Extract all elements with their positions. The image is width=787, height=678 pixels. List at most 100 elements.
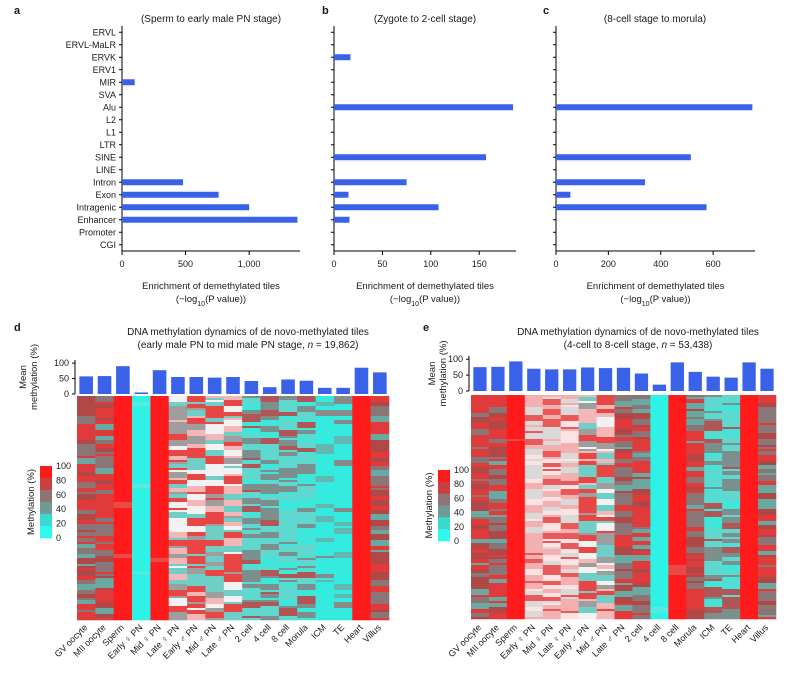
heatmap-cell [315, 442, 335, 445]
heatmap-cell [542, 457, 562, 460]
heatmap-cell [704, 471, 723, 478]
heatmap-cell [297, 486, 316, 493]
heatmap-cell [278, 438, 298, 441]
heatmap-cell [632, 409, 651, 414]
heatmap-cell [132, 556, 151, 559]
heatmap-cell [150, 594, 170, 601]
heatmap-cell [370, 422, 390, 429]
heatmap-cell [352, 538, 371, 545]
mean-bar [354, 367, 369, 394]
mean-bar [670, 362, 684, 391]
heatmap-cell [740, 419, 759, 424]
heatmap-cell [740, 609, 759, 616]
heatmap-cell [132, 554, 151, 557]
heatmap-cell [223, 574, 243, 577]
heatmap-cell [95, 542, 115, 545]
heatmap-cell [150, 532, 170, 539]
heatmap-cell [632, 615, 651, 620]
heatmap-cell [315, 598, 335, 601]
heatmap-cell [506, 547, 526, 554]
heatmap-cell [704, 403, 723, 410]
heatmap-cell [150, 566, 170, 569]
heatmap-cell [758, 537, 777, 540]
heatmap-cell [686, 527, 705, 532]
heatmap-cell [506, 503, 526, 508]
heatmap-cell [242, 534, 261, 539]
heatmap-cell [488, 499, 508, 504]
panel-d: d DNA methylation dynamics of de novo-met… [14, 322, 390, 661]
heatmap-cell [506, 467, 526, 470]
heatmap-cell [560, 495, 579, 500]
heatmap-cell [352, 614, 371, 619]
heatmap-cell [668, 561, 687, 566]
mean-bar [281, 379, 295, 394]
heatmap-cell [488, 453, 508, 458]
heatmap-cell [333, 512, 353, 519]
colorbar-tick-label: 0 [56, 533, 61, 543]
heatmap-cell [352, 454, 371, 461]
heatmap-cell [333, 436, 353, 439]
heatmap-cell [614, 491, 633, 494]
heatmap-cell [524, 595, 544, 602]
heatmap-cell [758, 397, 777, 404]
heatmap-cell [542, 405, 562, 410]
heatmap-cell [95, 528, 115, 531]
heatmap-cell [77, 530, 96, 533]
heatmap-cell [187, 468, 206, 471]
x-tick-label: 500 [178, 259, 193, 269]
heatmap-cell [704, 419, 723, 422]
heatmap-cell [150, 518, 170, 521]
heatmap-cell [168, 502, 188, 509]
heatmap-cell [333, 418, 353, 421]
heatmap-cell [704, 571, 723, 574]
heatmap-cell [333, 578, 353, 581]
heatmap-cell [297, 440, 316, 443]
heatmap-cell [168, 480, 188, 485]
heatmap-cell [740, 537, 759, 542]
heatmap-cell [524, 567, 544, 570]
heatmap-cell [77, 536, 96, 539]
heatmap-cell [578, 401, 597, 404]
heatmap-cell [223, 490, 243, 495]
heatmap-cell [542, 611, 562, 614]
heatmap-cell [542, 459, 562, 464]
heatmap-cell [297, 606, 316, 609]
heatmap-cell [113, 400, 133, 405]
heatmap-cell [704, 465, 723, 470]
heatmap-cell [352, 556, 371, 559]
bar [556, 154, 691, 161]
heatmap-cell [333, 454, 353, 461]
heatmap-cell [150, 396, 170, 399]
heatmap-cell [704, 395, 723, 398]
heatmap-cell [488, 543, 508, 550]
heatmap-cell [297, 598, 316, 603]
heatmap-cell [560, 415, 579, 422]
heatmap-cell [506, 415, 526, 420]
mean-bar [171, 377, 185, 394]
heatmap-cell [168, 538, 188, 541]
heatmap-cell [650, 577, 669, 582]
heatmap-cell [223, 464, 243, 467]
heatmap-cell [471, 467, 490, 474]
heatmap-cell [722, 615, 741, 620]
heatmap-cell [578, 453, 597, 460]
heatmap-cell [488, 583, 508, 590]
heatmap-cell [578, 403, 597, 410]
bar-y-tick-label: 0 [64, 389, 69, 399]
heatmap-cell [77, 514, 96, 521]
heatmap-cell [77, 440, 96, 445]
heatmap-cell [132, 418, 151, 425]
heatmap-cell [315, 472, 335, 477]
heatmap-cell [352, 410, 371, 417]
heatmap-cell [614, 419, 633, 426]
heatmap-cell [578, 435, 597, 442]
heatmap-cell [352, 592, 371, 599]
heatmap-cell [704, 599, 723, 604]
heatmap-cell [187, 462, 206, 469]
heatmap-cell [315, 534, 335, 539]
heatmap-cell [758, 469, 777, 474]
heatmap-cell [596, 463, 615, 466]
heatmap-cell [668, 569, 687, 576]
heatmap-cell [168, 470, 188, 473]
heatmap-cell [132, 536, 151, 539]
